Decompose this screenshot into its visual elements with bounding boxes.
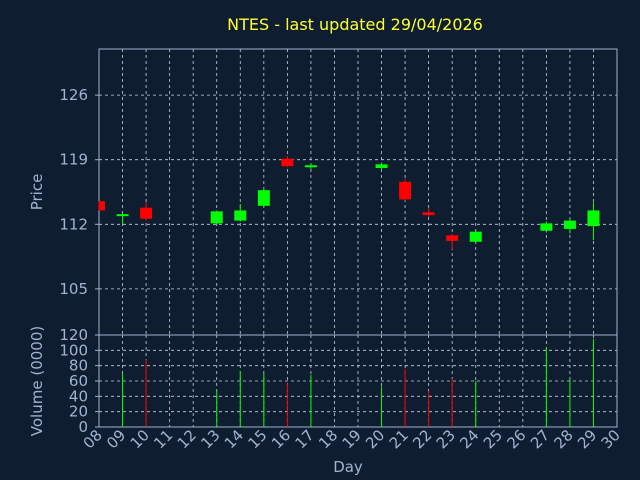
x-tick-label: 28: [551, 426, 577, 452]
x-tick-label: 26: [503, 426, 529, 452]
x-tick-label: 25: [480, 426, 506, 452]
x-tick-label: 13: [197, 426, 223, 452]
candle-body: [140, 207, 153, 219]
x-tick-label: 10: [127, 426, 153, 452]
x-tick-label: 18: [315, 426, 341, 452]
x-axis-label: Day: [333, 458, 363, 476]
volume-tick-label: 100: [59, 341, 88, 359]
price-y-ticks: 105 112 119 126: [59, 86, 99, 298]
candle-body: [304, 165, 317, 168]
volume-tick-label: 60: [69, 372, 88, 390]
x-tick-label: 21: [386, 426, 412, 452]
x-tick-label: 19: [339, 426, 365, 452]
candle-body: [257, 190, 270, 206]
volume-axis-label: Volume (0000): [28, 326, 46, 436]
chart-title: NTES - last updated 29/04/2026: [227, 15, 483, 34]
candle-body: [116, 214, 129, 217]
volume-tick-label: 0: [78, 418, 88, 436]
price-tick-label: 105: [59, 280, 88, 298]
candle-body: [234, 210, 247, 221]
candle-body: [399, 181, 412, 200]
candle-body: [422, 212, 435, 216]
volume-bars: [122, 338, 594, 427]
candle-body: [375, 164, 388, 169]
price-tick-label: 119: [59, 151, 88, 169]
volume-tick-label: 40: [69, 387, 88, 405]
x-tick-label: 24: [456, 426, 482, 452]
candle-body: [99, 201, 105, 211]
x-tick-label: 23: [433, 426, 459, 452]
x-tick-label: 15: [244, 426, 270, 452]
candle-body: [563, 220, 576, 229]
x-tick-label: 29: [574, 426, 600, 452]
candle-body: [281, 158, 294, 167]
volume-grid: [99, 335, 617, 427]
x-tick-label: 11: [150, 426, 176, 452]
x-tick-label: 17: [292, 426, 318, 452]
x-ticks: 0809101112131415161718192021222324252627…: [80, 426, 624, 452]
volume-tick-label: 80: [69, 357, 88, 375]
price-grid: [99, 49, 617, 335]
x-tick-label: 20: [362, 426, 388, 452]
volume-tick-label: 120: [59, 326, 88, 344]
candle-body: [469, 231, 482, 242]
candle-body: [540, 223, 553, 231]
x-tick-label: 27: [527, 426, 553, 452]
x-tick-label: 14: [221, 426, 247, 452]
x-tick-label: 16: [268, 426, 294, 452]
x-tick-label: 12: [174, 426, 200, 452]
candle-body: [587, 210, 600, 227]
price-axis-label: Price: [28, 174, 46, 211]
candle-body: [210, 211, 223, 224]
candles: [98, 156, 600, 250]
candle-body: [446, 235, 459, 241]
x-tick-label: 30: [598, 426, 624, 452]
price-tick-label: 126: [59, 86, 88, 104]
x-tick-label: 22: [409, 426, 435, 452]
price-tick-label: 112: [59, 215, 88, 233]
x-tick-label: 09: [103, 426, 129, 452]
volume-tick-label: 20: [69, 403, 88, 421]
